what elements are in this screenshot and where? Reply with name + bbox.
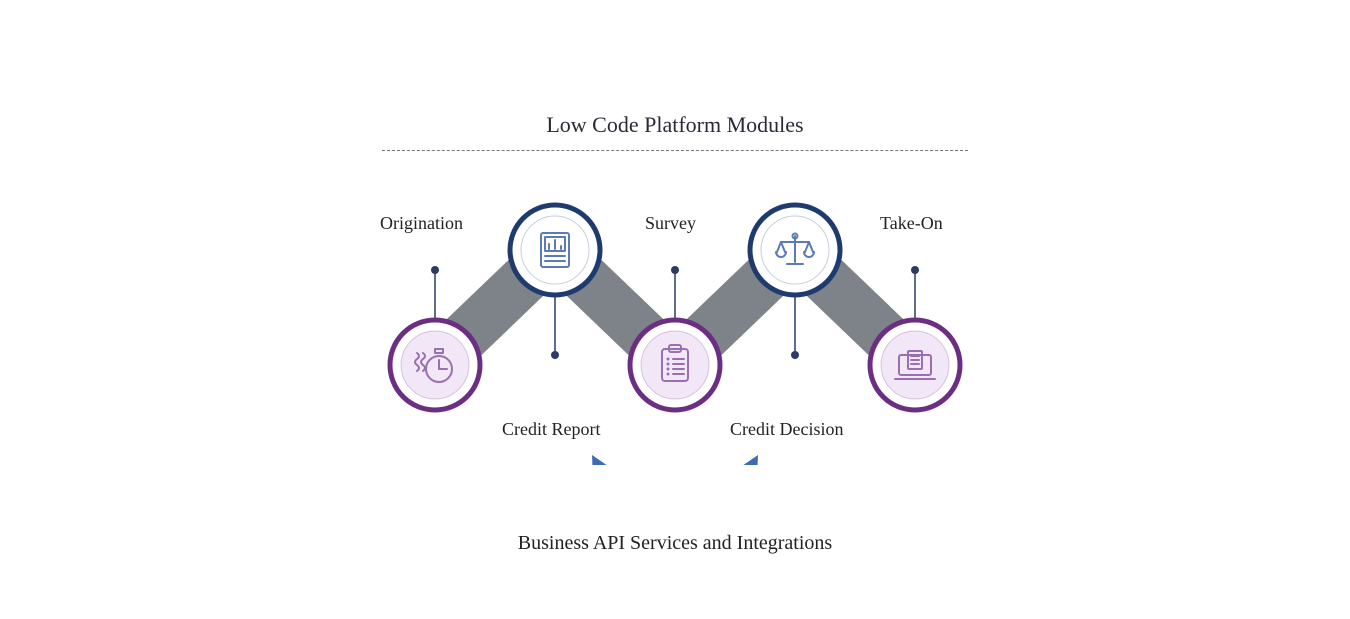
node-credit_report <box>508 203 602 297</box>
node-survey <box>628 318 722 412</box>
bottom-caption: Business API Services and Integrations <box>0 532 1350 555</box>
diagram-canvas: Low Code Platform Modules Origination Cre… <box>0 0 1350 619</box>
title-divider <box>382 150 968 151</box>
node-credit_decision <box>748 203 842 297</box>
label-credit_decision: Credit Decision <box>730 419 843 440</box>
label-credit_report: Credit Report <box>502 419 600 440</box>
label-survey: Survey <box>645 213 696 234</box>
node-take_on <box>868 318 962 412</box>
node-origination <box>388 318 482 412</box>
arrow-icon <box>718 455 758 465</box>
label-origination: Origination <box>380 213 463 234</box>
diagram-title: Low Code Platform Modules <box>0 112 1350 138</box>
label-take_on: Take-On <box>880 213 943 234</box>
flow-svg <box>360 165 990 465</box>
arrow-icon <box>592 455 632 465</box>
